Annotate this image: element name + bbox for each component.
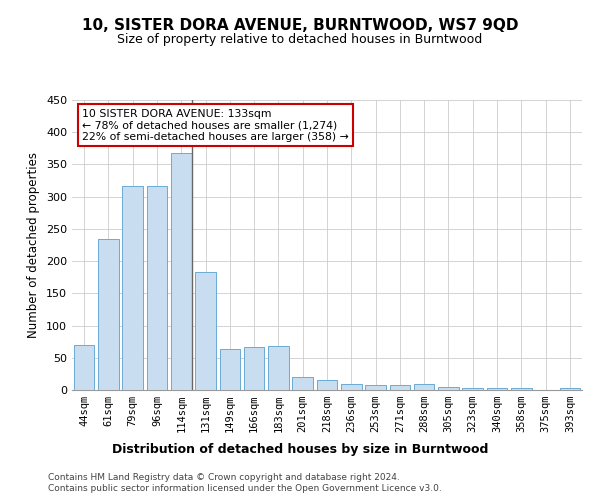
Bar: [244, 347, 265, 390]
Bar: [341, 384, 362, 390]
Text: Size of property relative to detached houses in Burntwood: Size of property relative to detached ho…: [118, 32, 482, 46]
Bar: [220, 350, 240, 390]
Bar: [317, 380, 337, 390]
Bar: [414, 384, 434, 390]
Bar: [195, 272, 216, 390]
Text: Contains public sector information licensed under the Open Government Licence v3: Contains public sector information licen…: [48, 484, 442, 493]
Bar: [487, 388, 508, 390]
Text: 10 SISTER DORA AVENUE: 133sqm
← 78% of detached houses are smaller (1,274)
22% o: 10 SISTER DORA AVENUE: 133sqm ← 78% of d…: [82, 108, 349, 142]
Bar: [292, 377, 313, 390]
Bar: [463, 388, 483, 390]
Bar: [560, 388, 580, 390]
Bar: [122, 186, 143, 390]
Text: Contains HM Land Registry data © Crown copyright and database right 2024.: Contains HM Land Registry data © Crown c…: [48, 472, 400, 482]
Bar: [389, 385, 410, 390]
Bar: [98, 238, 119, 390]
Bar: [438, 387, 459, 390]
Bar: [74, 345, 94, 390]
Bar: [511, 388, 532, 390]
Text: 10, SISTER DORA AVENUE, BURNTWOOD, WS7 9QD: 10, SISTER DORA AVENUE, BURNTWOOD, WS7 9…: [82, 18, 518, 32]
Bar: [268, 346, 289, 390]
Bar: [146, 186, 167, 390]
Y-axis label: Number of detached properties: Number of detached properties: [28, 152, 40, 338]
Bar: [171, 153, 191, 390]
Bar: [365, 386, 386, 390]
Text: Distribution of detached houses by size in Burntwood: Distribution of detached houses by size …: [112, 442, 488, 456]
